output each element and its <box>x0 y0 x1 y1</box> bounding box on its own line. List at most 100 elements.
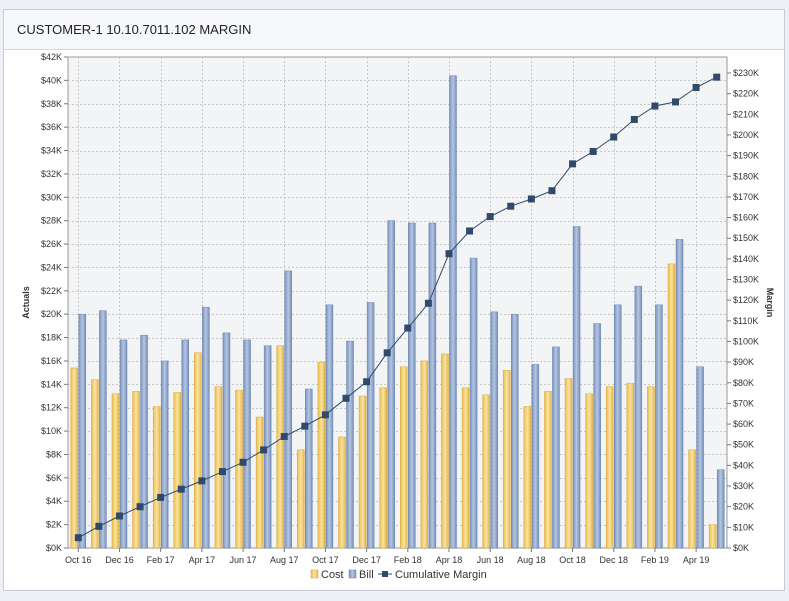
cumulative-margin-point <box>569 160 577 168</box>
cost-bar <box>235 389 243 549</box>
cumulative-margin-point <box>548 187 556 195</box>
left-tick-label: $6K <box>46 473 62 483</box>
right-tick-label: $0K <box>733 543 749 553</box>
bill-bar <box>243 339 251 549</box>
cost-bar <box>276 345 284 549</box>
cumulative-margin-point <box>507 202 515 210</box>
x-tick-label: Aug 17 <box>270 555 299 565</box>
bill-bar <box>531 364 540 549</box>
right-tick-label: $160K <box>733 213 759 223</box>
cost-bar <box>441 353 449 549</box>
x-tick-label: Dec 18 <box>599 555 628 565</box>
right-tick-label: $170K <box>733 192 759 202</box>
cumulative-margin-point <box>342 394 350 402</box>
left-tick-label: $30K <box>41 192 62 202</box>
cost-bar <box>564 378 573 549</box>
bill-bar <box>408 222 416 549</box>
bill-bar <box>634 285 643 549</box>
cost-bar <box>420 360 429 549</box>
left-tick-label: $14K <box>41 379 62 389</box>
left-tick-label: $16K <box>41 356 62 366</box>
legend-cost-label: Cost <box>321 569 344 581</box>
right-tick-label: $60K <box>733 419 754 429</box>
bill-bar <box>552 346 560 549</box>
cumulative-margin-point <box>404 324 412 332</box>
bill-bar <box>366 302 375 549</box>
cost-bar <box>152 406 161 549</box>
bill-bar <box>140 334 148 549</box>
cost-bar <box>647 386 655 549</box>
cost-bar <box>317 361 326 549</box>
left-tick-label: $20K <box>41 309 62 319</box>
left-axis-title: Actuals <box>21 286 31 319</box>
cumulative-margin-point <box>630 115 638 123</box>
x-tick-label: Apr 18 <box>436 555 463 565</box>
right-tick-label: $220K <box>733 89 759 99</box>
cost-bar <box>214 386 223 549</box>
cumulative-margin-point <box>486 213 494 221</box>
bill-bar <box>572 226 581 549</box>
left-tick-label: $8K <box>46 449 62 459</box>
cumulative-margin-point <box>589 147 597 155</box>
bill-bar <box>325 304 334 549</box>
left-tick-label: $4K <box>46 496 62 506</box>
right-tick-label: $100K <box>733 336 759 346</box>
bill-bar <box>222 332 231 549</box>
bill-bar <box>613 304 622 549</box>
legend-bill-label: Bill <box>359 569 374 581</box>
cost-bar <box>173 392 182 549</box>
x-tick-label: Feb 17 <box>147 555 175 565</box>
left-tick-label: $38K <box>41 99 62 109</box>
cumulative-margin-point <box>651 102 659 110</box>
right-tick-label: $20K <box>733 502 754 512</box>
right-axis-title: Margin <box>765 288 775 318</box>
cumulative-margin-point <box>610 133 618 141</box>
right-tick-label: $180K <box>733 171 759 181</box>
x-tick-label: Feb 18 <box>394 555 422 565</box>
cumulative-margin-point <box>321 411 329 419</box>
legend-margin-marker <box>382 571 388 577</box>
right-tick-label: $150K <box>733 233 759 243</box>
right-tick-label: $80K <box>733 378 754 388</box>
x-tick-label: Feb 19 <box>641 555 669 565</box>
bill-bar <box>449 75 457 549</box>
right-tick-label: $50K <box>733 440 754 450</box>
bill-bar <box>346 340 354 549</box>
bill-bar <box>593 323 601 549</box>
x-tick-label: Oct 17 <box>312 555 339 565</box>
panel-header: CUSTOMER-1 10.10.7011.102 MARGIN <box>4 10 784 50</box>
left-tick-label: $36K <box>41 122 62 132</box>
x-tick-label: Aug 18 <box>517 555 546 565</box>
cost-bar <box>70 367 79 549</box>
cost-bar <box>255 416 264 549</box>
right-tick-label: $190K <box>733 151 759 161</box>
cost-bar <box>585 393 593 549</box>
right-tick-label: $140K <box>733 254 759 264</box>
right-tick-label: $120K <box>733 295 759 305</box>
bill-bar <box>181 339 190 549</box>
cost-bar <box>400 366 408 549</box>
right-tick-label: $110K <box>733 316 758 326</box>
cost-bar <box>194 352 202 549</box>
x-tick-label: Apr 17 <box>189 555 216 565</box>
cost-bar <box>297 449 305 549</box>
x-tick-label: Jun 18 <box>477 555 504 565</box>
page-title: CUSTOMER-1 10.10.7011.102 MARGIN <box>17 22 252 37</box>
cumulative-margin-point <box>672 98 680 106</box>
cost-bar <box>688 449 696 549</box>
cumulative-margin-point <box>136 503 144 511</box>
bill-bar <box>99 310 107 549</box>
cumulative-margin-point <box>239 458 247 466</box>
legend-cost-swatch <box>310 569 319 579</box>
bill-bar <box>284 270 292 549</box>
left-tick-label: $42K <box>41 52 62 62</box>
x-tick-label: Oct 18 <box>559 555 586 565</box>
cumulative-margin-point <box>177 485 185 493</box>
cumulative-margin-point <box>527 195 535 203</box>
x-tick-label: Jun 17 <box>230 555 257 565</box>
left-tick-label: $32K <box>41 169 62 179</box>
bill-bar <box>160 360 169 549</box>
cumulative-margin-point <box>713 73 721 81</box>
cumulative-margin-point <box>383 349 391 357</box>
bill-bar <box>655 304 663 549</box>
